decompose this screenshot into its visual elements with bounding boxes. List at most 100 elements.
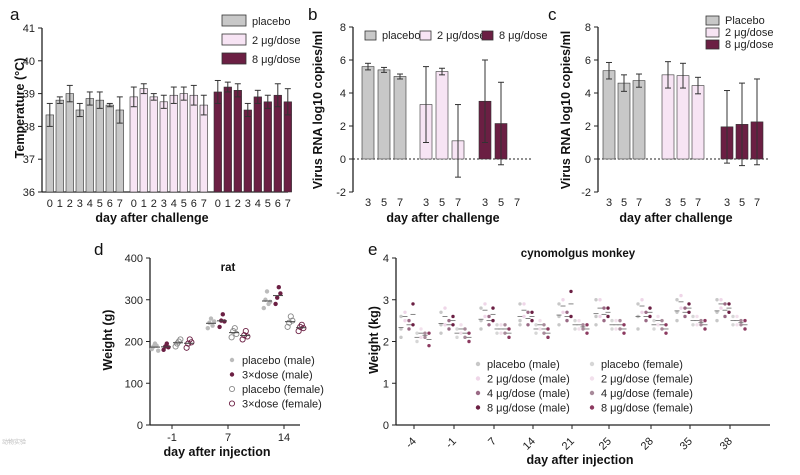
panel-e-point [739, 323, 743, 327]
panel-d-legend-label: placebo (female) [242, 384, 324, 396]
panel-e-legend-label: 4 μg/dose (female) [601, 388, 693, 400]
panel-e-legend-marker [589, 390, 595, 396]
panel-e-point [522, 302, 526, 306]
panel-e-point [594, 314, 598, 319]
panel-b-legend-swatch [364, 30, 377, 41]
panel-e-point [648, 306, 652, 310]
panel-e-point [507, 327, 511, 331]
panel-c-xtick-label: 7 [754, 197, 760, 209]
panel-e-point [675, 298, 679, 302]
panel-d-ytick-label: 200 [125, 337, 143, 349]
panel-e-point [585, 331, 589, 335]
panel-e-point [602, 318, 606, 323]
panel-b-ytick-label: 6 [340, 55, 346, 67]
panel-c-ytick-label: 6 [585, 55, 591, 67]
panel-e-point [459, 331, 463, 335]
panel-a-xlabel: day after challenge [95, 211, 208, 225]
panel-b-bar [361, 66, 375, 160]
panel-d-xlabel: day after injection [164, 445, 271, 459]
panel-a-ylabel: Temperature (°C) [13, 58, 27, 159]
panel-c-ytick-label: 8 [585, 22, 591, 34]
panel-e-legend-marker [475, 376, 481, 381]
panel-d-point [287, 313, 294, 320]
panel-e-legend-marker [475, 405, 481, 410]
panel-d-point [284, 323, 291, 330]
panel-e-point [695, 323, 699, 327]
panel-c-ytick-label: 2 [585, 121, 591, 133]
panel-a-xtick-label: 7 [117, 198, 123, 210]
panel-a-legend-label: 8 μg/dose [252, 54, 301, 66]
panel-e-point [399, 335, 403, 340]
panel-e-point [715, 298, 719, 302]
panel-e-point [573, 327, 577, 331]
panel-e-point [581, 327, 585, 331]
panel-a-ytick-label: 40 [23, 56, 35, 68]
panel-d-point [220, 312, 225, 317]
panel-b-ylabel: Virus RNA log10 copies/ml [311, 31, 325, 189]
panel-d-point [264, 289, 270, 294]
panel-c-legend-label: 2 μg/dose [725, 27, 774, 39]
panel-d-point [212, 319, 217, 324]
panel-a-xtick-label: 2 [235, 198, 241, 210]
panel-a-xtick-label: 1 [141, 198, 147, 210]
panel-e-point [423, 335, 427, 340]
panel-e-point [719, 306, 723, 310]
panel-a-bar [95, 99, 104, 193]
panel-a-ytick-label: 37 [23, 154, 35, 166]
panel-e-point [683, 306, 687, 310]
panel-c-bar [617, 82, 631, 160]
panel-d-legend-marker [229, 357, 235, 363]
panel-d-legend-label: 3×dose (male) [242, 370, 313, 382]
panel-e-point [614, 327, 618, 331]
panel-e-point [715, 318, 719, 323]
panel-d-point [161, 347, 166, 353]
panel-e-point [427, 343, 431, 348]
panel-a-xtick-label: 3 [245, 198, 251, 210]
panel-e-point [546, 327, 550, 331]
panel-e-legend-marker [475, 390, 481, 396]
panel-e-point [652, 327, 656, 331]
panel-e-point [499, 323, 503, 327]
panel-b-ytick-label: 8 [340, 22, 346, 34]
panel-e-point [652, 318, 656, 323]
panel-a-ytick-label: 36 [23, 187, 35, 199]
panel-b-legend-swatch [481, 30, 494, 41]
panel-e-point [534, 331, 538, 335]
panel-d-point [217, 324, 222, 330]
panel-d-ylabel: Weight (g) [101, 310, 115, 371]
panel-b-xtick-label: 5 [439, 197, 445, 209]
panel-e-point [656, 323, 660, 327]
panel-e-point [594, 298, 598, 302]
panel-e-point [679, 293, 683, 298]
panel-e-point [581, 323, 585, 327]
panel-c-xtick-label: 7 [695, 197, 701, 209]
panel-e-legend-marker [589, 376, 595, 381]
panel-d-point [275, 295, 280, 300]
panel-e-point [439, 323, 443, 327]
panel-e-point [455, 335, 459, 340]
panel-e-point [399, 327, 403, 331]
panel-e-point [660, 327, 664, 331]
panel-e-xtick-label: 21 [560, 435, 577, 452]
panel-a-ytick-label: 39 [23, 89, 35, 101]
panel-e-ylabel: Weight (kg) [367, 306, 381, 374]
panel-e-point [503, 331, 507, 335]
panel-c-xtick-label: 5 [680, 197, 686, 209]
panel-b-legend-label: 2 μg/dose [437, 30, 486, 42]
panel-a-xtick-label: 5 [97, 198, 103, 210]
panel-e-point [679, 306, 683, 310]
panel-c-legend-label: Placebo [725, 15, 765, 27]
panel-e-point [614, 318, 618, 323]
panel-a-xtick-label: 0 [215, 198, 221, 210]
panel-e-point [407, 327, 411, 331]
panel-e-point [699, 323, 703, 327]
panel-a-bar [223, 86, 232, 193]
panel-d-point [172, 343, 179, 350]
panel-e-point [675, 310, 679, 314]
panel-d-point [278, 291, 283, 296]
panel-e-point [622, 331, 626, 335]
panel-a-bar [253, 96, 262, 193]
panel-a-ytick-label: 41 [23, 23, 35, 35]
panel-d-ytick-label: 100 [125, 378, 143, 390]
panel-c-xtick-label: 5 [621, 197, 627, 209]
